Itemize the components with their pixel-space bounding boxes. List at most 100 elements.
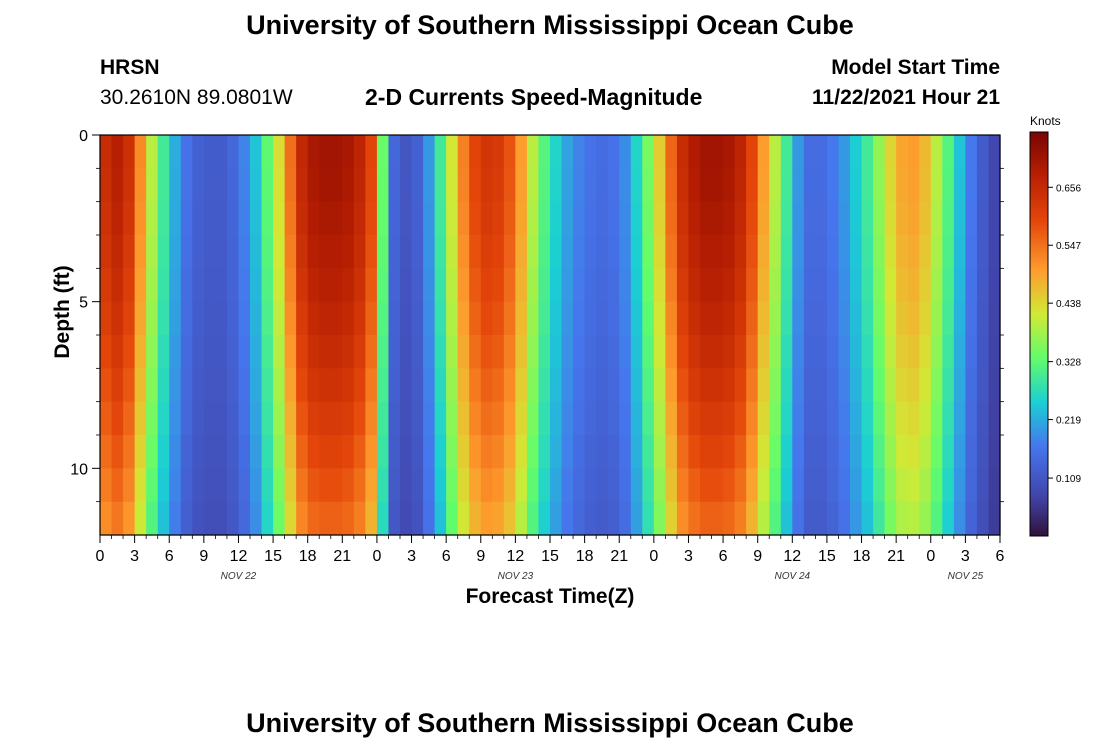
- heatmap-cell: [503, 335, 516, 369]
- heatmap-cell: [815, 301, 828, 336]
- heatmap-cell: [203, 335, 216, 369]
- heatmap-cell: [307, 135, 320, 169]
- heatmap-cell: [630, 435, 643, 469]
- heatmap-cell: [273, 468, 286, 503]
- heatmap-cell: [919, 435, 932, 469]
- heatmap-cell: [711, 301, 724, 336]
- heatmap-cell: [561, 301, 574, 336]
- x-tick-label: 0: [372, 548, 381, 565]
- heatmap-cell: [353, 235, 366, 269]
- heatmap-cell: [480, 501, 493, 536]
- heatmap-cell: [492, 235, 505, 269]
- heatmap-cell: [215, 368, 228, 403]
- heatmap-cell: [780, 301, 793, 336]
- heatmap-cell: [388, 468, 401, 503]
- heatmap-cell: [492, 268, 505, 303]
- heatmap-cell: [319, 235, 332, 269]
- heatmap-cell: [746, 401, 759, 436]
- heatmap-cell: [746, 201, 759, 236]
- heatmap-cell: [734, 235, 747, 269]
- x-tick-label: 6: [442, 548, 451, 565]
- heatmap-cell: [711, 368, 724, 403]
- heatmap-cell: [146, 235, 159, 269]
- heatmap-cell: [630, 501, 643, 536]
- heatmap-cell: [746, 501, 759, 536]
- heatmap-cell: [561, 435, 574, 469]
- colorbar-tick-label: 0.328: [1056, 358, 1081, 369]
- heatmap-cell: [250, 401, 263, 436]
- heatmap-cell: [284, 301, 297, 336]
- heatmap-cell: [273, 335, 286, 369]
- heatmap-cell: [653, 468, 666, 503]
- x-tick-label: 6: [996, 548, 1005, 565]
- date-label: NOV 23: [498, 571, 534, 582]
- heatmap-cell: [284, 235, 297, 269]
- heatmap-cell: [342, 235, 355, 269]
- heatmap-cell: [884, 401, 897, 436]
- heatmap-cell: [469, 301, 482, 336]
- heatmap-cell: [330, 235, 343, 269]
- heatmap-cell: [376, 201, 390, 236]
- heatmap-cell: [803, 301, 816, 336]
- heatmap-cell: [734, 501, 747, 536]
- heatmap-cell: [238, 268, 251, 303]
- heatmap-cell: [930, 301, 943, 336]
- heatmap-cell: [180, 468, 193, 503]
- heatmap-cell: [492, 168, 505, 203]
- heatmap-cell: [734, 335, 747, 369]
- heatmap-cell: [780, 235, 793, 269]
- heatmap-cell: [861, 368, 874, 403]
- heatmap-cell: [180, 301, 193, 336]
- heatmap-cell: [769, 301, 782, 336]
- heatmap-cell: [457, 368, 470, 403]
- heatmap-cell: [630, 235, 643, 269]
- heatmap-cell: [215, 468, 228, 503]
- heatmap-cell: [953, 335, 966, 369]
- heatmap-cell: [353, 135, 366, 169]
- heatmap-cell: [480, 268, 493, 303]
- heatmap-cell: [296, 301, 309, 336]
- heatmap-cell: [123, 401, 136, 436]
- heatmap-cell: [400, 335, 413, 369]
- heatmap-cell: [953, 135, 966, 169]
- heatmap-cell: [342, 301, 355, 336]
- heatmap-cell: [561, 401, 574, 436]
- heatmap-cell: [630, 268, 643, 303]
- heatmap-cell: [757, 201, 770, 236]
- heatmap-cell: [630, 335, 643, 369]
- heatmap-cell: [976, 168, 990, 203]
- heatmap-cell: [584, 268, 597, 303]
- heatmap-cell: [665, 235, 678, 269]
- heatmap-cell: [538, 501, 551, 536]
- heatmap-cell: [965, 335, 978, 369]
- heatmap-cell: [769, 235, 782, 269]
- heatmap-cell: [873, 401, 886, 436]
- heatmap-cell: [873, 201, 886, 236]
- heatmap-cell: [919, 135, 932, 169]
- heatmap-cell: [296, 468, 309, 503]
- footer-title: University of Southern Mississippi Ocean…: [246, 708, 854, 738]
- heatmap-cell: [780, 401, 793, 436]
- x-tick-label: 3: [961, 548, 970, 565]
- heatmap-cell: [919, 335, 932, 369]
- heatmap-cell: [515, 335, 528, 369]
- heatmap-cell: [423, 201, 436, 236]
- heatmap-cell: [965, 468, 978, 503]
- heatmap-cell: [273, 135, 286, 169]
- heatmap-cell: [261, 235, 274, 269]
- heatmap-cell: [515, 501, 528, 536]
- heatmap-cell: [803, 401, 816, 436]
- heatmap-cell: [769, 168, 782, 203]
- heatmap-cell: [780, 435, 793, 469]
- heatmap-cell: [976, 501, 990, 536]
- heatmap-cell: [619, 235, 632, 269]
- heatmap-cell: [746, 301, 759, 336]
- heatmap-cell: [723, 435, 736, 469]
- heatmap-cell: [492, 401, 505, 436]
- heatmap-cell: [815, 501, 828, 536]
- heatmap-cell: [676, 135, 690, 169]
- heatmap-cell: [907, 368, 920, 403]
- x-tick-label: 18: [853, 548, 871, 565]
- heatmap-cell: [446, 435, 459, 469]
- heatmap-cell: [215, 501, 228, 536]
